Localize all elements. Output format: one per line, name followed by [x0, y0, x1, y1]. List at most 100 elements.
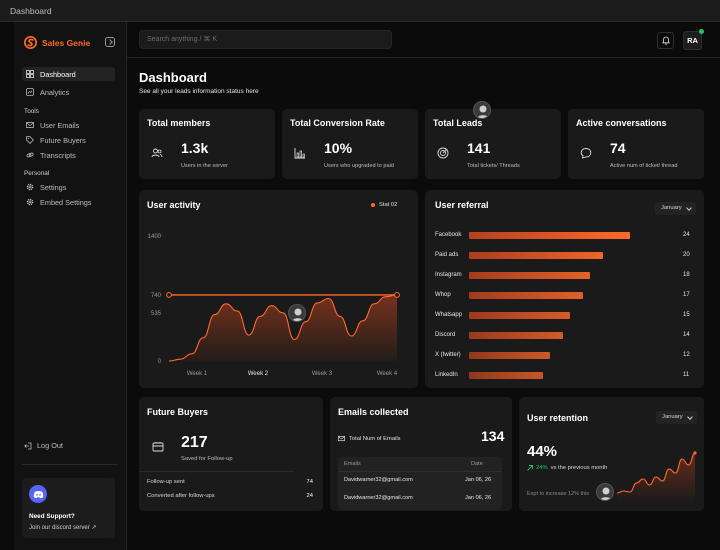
mail-icon [26, 122, 34, 128]
gear-icon [26, 183, 34, 191]
row-value: 24 [306, 493, 313, 499]
sidebar-item-transcripts[interactable]: Transcripts [22, 148, 115, 162]
logo-icon [24, 36, 37, 49]
table-cell-email[interactable]: Davidwarner32@gmail.com [344, 495, 413, 501]
list-item: Follow-up sent 74 [147, 479, 313, 485]
referral-bar[interactable] [469, 332, 563, 339]
referral-label: Whop [435, 292, 451, 298]
gear-icon [26, 198, 34, 206]
sidebar-item-embed-settings[interactable]: Embed Settings [22, 195, 115, 209]
referral-bar[interactable] [469, 372, 543, 379]
referral-row: Whatsapp 15 [435, 311, 690, 321]
referral-value: 17 [683, 292, 690, 298]
divider [127, 57, 720, 58]
stat-value: 10% [324, 140, 353, 156]
stat-card-conversion-rate[interactable]: Total Conversion Rate 10% Users who upgr… [282, 109, 418, 179]
chart-legend: Stat 02 [371, 202, 397, 208]
referral-label: X (twitter) [435, 352, 461, 358]
discord-link[interactable]: Join our discord server ↗ [29, 525, 97, 531]
collapse-sidebar-button[interactable] [105, 37, 115, 47]
sidebar-item-label: User Emails [40, 120, 80, 130]
retention-value: 44% [527, 443, 558, 460]
sidebar-item-future-buyers[interactable]: Future Buyers [22, 133, 115, 147]
emails-collected-card: Emails collected Total Num of Emails 134… [330, 397, 512, 511]
avatar [288, 304, 306, 322]
logout-icon [24, 442, 32, 449]
sidebar-item-settings[interactable]: Settings [22, 180, 115, 194]
users-icon [151, 148, 163, 158]
support-title: Need Support? [29, 513, 75, 520]
user-referral-card: User referral January Facebook 24 Paid ads… [425, 190, 704, 388]
card-title: User retention [527, 413, 589, 423]
future-buyers-desc: Saved for Follow-up [181, 456, 233, 462]
referral-row: Whop 17 [435, 291, 690, 301]
x-tick-label: Week 3 [312, 371, 333, 377]
month-select[interactable]: January [655, 202, 696, 215]
retention-note: Expt to increase 12% this [527, 491, 590, 497]
referral-value: 18 [683, 272, 690, 278]
avatar[interactable]: RA [683, 31, 702, 50]
referral-bar[interactable] [469, 312, 570, 319]
chat-icon [580, 148, 592, 159]
stat-desc: Users in the server [181, 163, 228, 169]
stat-title: Total Leads [433, 118, 483, 128]
sidebar-item-label: Embed Settings [40, 197, 92, 207]
stat-title: Active conversations [576, 118, 667, 128]
referral-row: X (twitter) 12 [435, 351, 690, 361]
bookmark-icon [152, 442, 164, 452]
y-tick-label: 740 [151, 293, 162, 299]
x-tick-label: Week 2 [248, 371, 269, 377]
y-tick-label: 535 [151, 311, 162, 317]
table-cell-email[interactable]: Davidwarner32@gmail.com [344, 477, 413, 483]
title-bar: Dashboard [0, 0, 720, 22]
sidebar-item-analytics[interactable]: Analytics [22, 85, 115, 99]
sidebar-item-user-emails[interactable]: User Emails [22, 118, 115, 132]
area-fill [617, 453, 695, 503]
referral-value: 12 [683, 352, 690, 358]
month-select[interactable]: January [656, 411, 697, 424]
referral-bar[interactable] [469, 232, 630, 239]
table-cell-date: Jan 06, 26 [465, 477, 492, 483]
retention-change-pct: 24% [536, 465, 548, 471]
x-tick-label: Week 4 [377, 371, 398, 377]
sidebar-item-label: Dashboard [40, 69, 76, 79]
window-title: Dashboard [10, 6, 52, 16]
referral-bar[interactable] [469, 352, 550, 359]
referral-value: 24 [683, 232, 690, 238]
legend-swatch [371, 203, 375, 207]
data-point[interactable] [166, 292, 172, 298]
referral-label: LinkedIn [435, 372, 458, 378]
column-header: Emails [344, 461, 361, 467]
referral-bar[interactable] [469, 252, 604, 259]
target-icon [437, 147, 449, 159]
stat-desc: Users who upgraded to paid [324, 163, 394, 169]
sidebar-item-label: Analytics [40, 87, 70, 97]
x-tick-label: Week 1 [187, 371, 208, 377]
sidebar-item-dashboard[interactable]: Dashboard [22, 67, 115, 81]
sidebar: Sales Genie Dashboard Analytics Tools Us… [14, 22, 127, 550]
stat-card-active-conversations[interactable]: Active conversations 74 Active num of ti… [568, 109, 704, 179]
stat-card-total-members[interactable]: Total members 1.3k Users in the server [139, 109, 275, 179]
referral-row: Facebook 24 [435, 231, 690, 241]
referral-label: Whatsapp [435, 312, 463, 318]
search-input[interactable]: Search anything / ⌘ K [139, 30, 392, 49]
logout-label: Log Out [37, 441, 63, 450]
logout-button[interactable]: Log Out [24, 441, 63, 450]
stat-card-total-leads[interactable]: Total Leads 141 Total tickets/ Threads [425, 109, 561, 179]
section-tools: Tools [24, 108, 39, 115]
online-status-dot [699, 29, 704, 34]
stat-value: 141 [467, 140, 491, 156]
referral-row: Instagram 18 [435, 271, 690, 281]
referral-bar[interactable] [469, 272, 590, 279]
brand[interactable]: Sales Genie [24, 36, 90, 49]
divider [22, 464, 117, 465]
legend-label: Stat 02 [379, 202, 398, 208]
support-card: Need Support? Join our discord server ↗ [22, 478, 115, 538]
sidebar-item-label: Transcripts [40, 150, 76, 160]
data-point[interactable] [394, 292, 400, 298]
referral-label: Paid ads [435, 252, 459, 258]
notifications-button[interactable] [657, 32, 674, 49]
column-header: Date [471, 461, 483, 467]
divider [338, 471, 502, 472]
referral-bar[interactable] [469, 292, 584, 299]
